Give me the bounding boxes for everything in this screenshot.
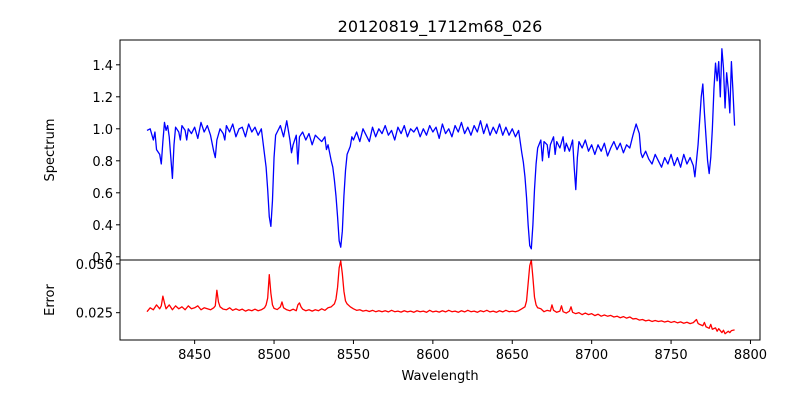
- x-tick-label: 8550: [337, 348, 370, 363]
- plot-layer: 0.2 0.4 0.6 0.8 1.0 1.2 1.4 Spectrum 0.025 0.050 E…: [43, 39, 767, 363]
- spectrum-panel-y-axis-label: Spectrum: [43, 119, 58, 182]
- x-axis-label: Wavelength: [401, 369, 478, 384]
- spectrum-panel-y-tick-label: 0.6: [92, 187, 113, 202]
- x-tick-label: 8700: [575, 348, 608, 363]
- spectrum-panel-line: [146, 48, 736, 250]
- chart-title: 20120819_1712m68_026: [338, 17, 543, 37]
- error-panel-y-axis-label: Error: [43, 284, 58, 316]
- spectrum-panel-y-tick-label: 0.4: [92, 219, 113, 234]
- x-tick-label: 8750: [655, 348, 688, 363]
- x-tick-label: 8500: [257, 348, 290, 363]
- x-tick-label: 8800: [734, 348, 767, 363]
- spectrum-panel-y-tick-label: 1.0: [92, 123, 113, 138]
- error-panel-line: [146, 259, 735, 335]
- error-panel-y-tick-label: 0.025: [76, 307, 113, 322]
- x-tick-label: 8650: [496, 348, 529, 363]
- x-tick-label: 8450: [178, 348, 211, 363]
- error-panel-frame: [119, 259, 761, 341]
- spectrum-panel-y-tick-label: 0.8: [92, 155, 113, 170]
- spectrum-panel: 0.2 0.4 0.6 0.8 1.0 1.2 1.4 Spectrum: [43, 39, 761, 266]
- x-tick-label: 8600: [416, 348, 449, 363]
- spectrum-panel-y-tick-label: 1.2: [92, 91, 113, 106]
- error-panel: 0.025 0.050 Error: [43, 258, 761, 341]
- error-panel-y-tick-label: 0.050: [76, 258, 113, 273]
- spectrum-panel-y-tick-label: 1.4: [92, 59, 113, 74]
- spectrum-panel-y-tick-label: 0.2: [92, 251, 113, 266]
